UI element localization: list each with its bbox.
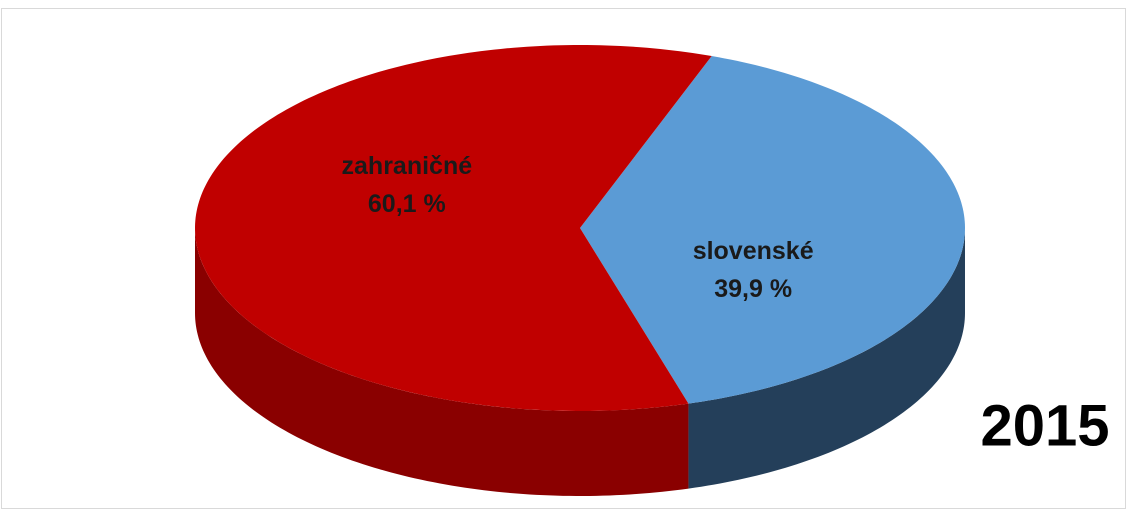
pie-tops	[195, 45, 965, 411]
value-label: 39,9 %	[714, 275, 792, 303]
pie-slice	[195, 45, 712, 411]
pie-sides	[195, 228, 965, 496]
pie-side	[195, 228, 689, 496]
pie-labels: slovenské 39,9 % zahraničné 60,1 %	[342, 152, 814, 303]
year-annotation: 2015	[980, 393, 1109, 458]
category-label: slovenské	[693, 237, 814, 265]
pie-side	[688, 228, 965, 489]
value-label: 60,1 %	[368, 190, 446, 218]
pie-slice	[580, 56, 965, 404]
category-label: zahraničné	[342, 152, 473, 180]
